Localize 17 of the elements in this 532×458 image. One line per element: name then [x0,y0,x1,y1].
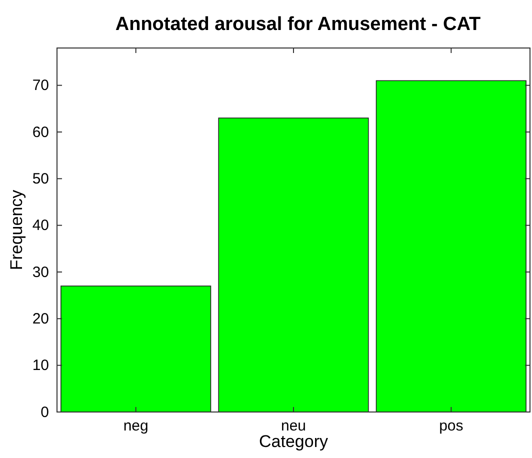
x-axis-title: Category [259,432,328,451]
y-tick-label: 0 [40,404,49,421]
y-tick-label: 60 [32,124,49,141]
x-tick-label: neg [123,418,148,435]
y-tick-label: 20 [32,310,49,328]
y-tick-label: 10 [32,357,49,374]
bar [376,80,526,412]
y-tick-label: 50 [32,170,49,188]
y-tick-label: 40 [32,217,49,234]
bar [218,118,369,412]
x-tick-label: neu [280,418,306,435]
x-tick-label: pos [439,418,464,435]
y-tick-label: 30 [32,264,49,281]
bar [60,286,212,412]
chart-title: Annotated arousal for Amusement - CAT [115,14,482,35]
y-axis-title: Frequency [7,189,26,270]
y-tick-label: 70 [32,77,49,94]
